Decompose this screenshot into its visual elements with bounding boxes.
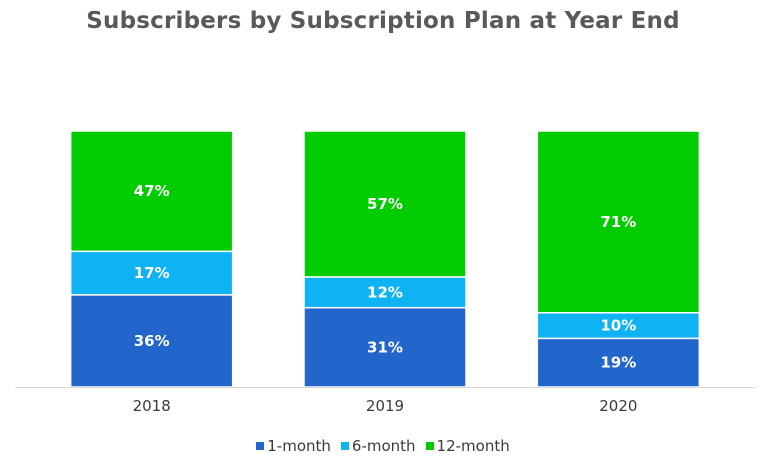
data-label-6-month-2019: 12% (367, 283, 403, 301)
bar-1-month-2018 (69, 294, 234, 388)
x-tick-label-2019: 2019 (366, 397, 404, 415)
legend-swatch-1-month (256, 442, 265, 450)
data-label-1-month-2020: 19% (600, 354, 636, 372)
legend-item-6-month: 6-month (340, 437, 416, 455)
data-label-1-month-2018: 36% (134, 332, 170, 350)
bar-12-month-2020 (536, 130, 701, 314)
legend-swatch-6-month (340, 442, 349, 450)
bar-12-month-2019 (303, 130, 467, 278)
x-tick-label-2018: 2018 (133, 397, 171, 415)
bar-12-month-2018 (69, 130, 234, 253)
data-label-12-month-2020: 71% (600, 213, 636, 231)
bar-1-month-2020 (536, 337, 701, 388)
legend-swatch-12-month (425, 442, 434, 450)
legend: 1-month 6-month 12-month (0, 437, 766, 455)
data-label-6-month-2018: 17% (134, 264, 170, 282)
bar-6-month-2020 (536, 312, 701, 340)
x-tick-label-2020: 2020 (599, 397, 637, 415)
legend-item-12-month: 12-month (425, 437, 510, 455)
data-label-1-month-2019: 31% (367, 338, 403, 356)
data-label-12-month-2018: 47% (134, 182, 170, 200)
chart-title: Subscribers by Subscription Plan at Year… (86, 8, 680, 34)
legend-label-6-month: 6-month (351, 437, 416, 455)
data-label-6-month-2020: 10% (600, 317, 636, 335)
data-label-12-month-2019: 57% (367, 195, 403, 213)
legend-item-1-month: 1-month (256, 437, 331, 455)
legend-label-1-month: 1-month (267, 437, 331, 455)
legend-label-12-month: 12-month (436, 437, 510, 455)
